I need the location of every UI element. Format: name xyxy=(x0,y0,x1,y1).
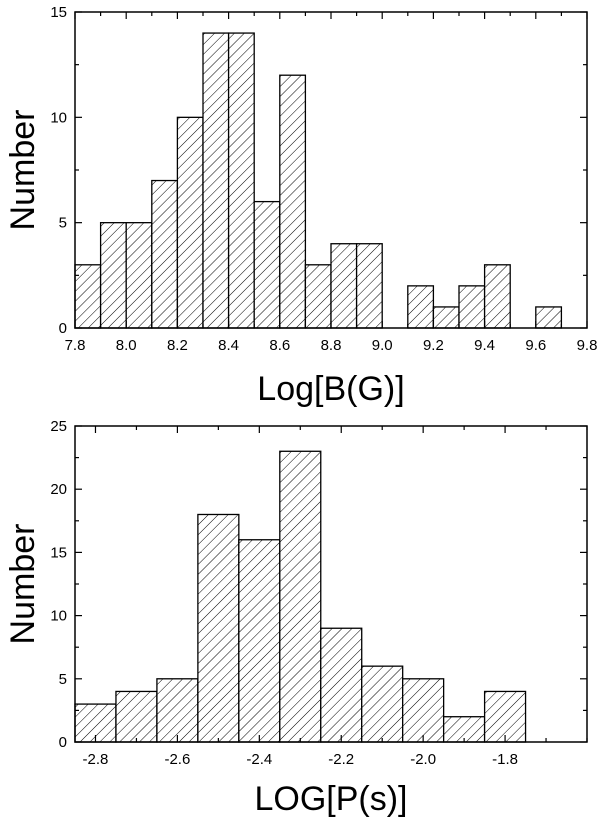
histogram-bar xyxy=(197,513,240,743)
histogram-bar xyxy=(279,450,322,743)
y-tick-label: 10 xyxy=(50,109,67,126)
histogram-bar xyxy=(458,285,486,329)
histogram-bar xyxy=(304,264,332,329)
histogram-bar xyxy=(227,32,255,329)
histogram-bar xyxy=(407,285,435,329)
x-tick-label: -2.0 xyxy=(410,751,436,768)
y-axis-title: Number xyxy=(4,524,42,645)
x-tick-label: -2.8 xyxy=(83,751,109,768)
x-axis-title: Log[B(G)] xyxy=(257,370,404,408)
histogram-bar xyxy=(74,264,102,329)
y-tick-label: 0 xyxy=(59,734,67,751)
x-tick-label: 7.8 xyxy=(65,337,86,354)
y-axis-title: Number xyxy=(4,110,42,231)
x-tick-label: 9.6 xyxy=(525,337,546,354)
histogram-bar xyxy=(125,222,153,329)
histogram-bar xyxy=(176,116,204,329)
histogram-bar xyxy=(330,243,358,329)
x-tick-label: 8.0 xyxy=(116,337,137,354)
x-tick-label: 8.2 xyxy=(167,337,188,354)
histogram-bar xyxy=(483,690,527,743)
x-tick-label: -2.2 xyxy=(328,751,354,768)
y-tick-label: 0 xyxy=(59,320,67,337)
y-tick-label: 20 xyxy=(50,481,67,498)
histogram-bar xyxy=(432,306,460,329)
period-histogram: -2.8 -2.6 -2.4 -2.2 -2.0 -1.8 0 5 10 15 20 25 LOG[P(… xyxy=(4,418,588,818)
x-axis-title: LOG[P(s)] xyxy=(254,780,407,818)
x-tick-label: -1.8 xyxy=(492,751,518,768)
histogram-bar xyxy=(238,539,281,743)
histogram-bar xyxy=(99,222,127,329)
histogram-bar xyxy=(115,690,158,743)
histogram-bar xyxy=(402,678,445,743)
magnetic-field-histogram: 7.8 8.0 8.2 8.4 8.6 8.8 9.0 9.2 9.4 9.6 9.8 0 5 10 15 L… xyxy=(4,4,597,408)
x-tick-label: -2.4 xyxy=(246,751,272,768)
histogram-bar xyxy=(361,665,404,743)
histogram-bar xyxy=(442,716,486,743)
histogram-bar xyxy=(483,264,511,329)
x-tick-label: 8.6 xyxy=(269,337,290,354)
x-tick-label: 9.4 xyxy=(474,337,495,354)
histogram-bar xyxy=(320,627,363,743)
histogram-bar xyxy=(253,200,281,329)
x-tick-label: 9.8 xyxy=(577,337,598,354)
y-tick-label: 15 xyxy=(50,4,67,21)
x-tick-label: 8.4 xyxy=(218,337,239,354)
histogram-bar xyxy=(151,179,179,329)
y-tick-label: 5 xyxy=(59,671,67,688)
x-tick-label: 9.0 xyxy=(372,337,393,354)
x-tick-label: 8.8 xyxy=(321,337,342,354)
x-tick-label: 9.2 xyxy=(423,337,444,354)
histogram-bar xyxy=(202,32,230,329)
histogram-bar xyxy=(355,243,383,329)
histogram-bar xyxy=(535,306,563,329)
y-tick-label: 25 xyxy=(50,418,67,435)
y-tick-label: 5 xyxy=(59,215,67,232)
histogram-bar xyxy=(156,678,199,743)
y-tick-label: 10 xyxy=(50,608,67,625)
x-tick-label: -2.6 xyxy=(164,751,190,768)
y-tick-label: 15 xyxy=(50,544,67,561)
histogram-bar xyxy=(279,74,307,329)
